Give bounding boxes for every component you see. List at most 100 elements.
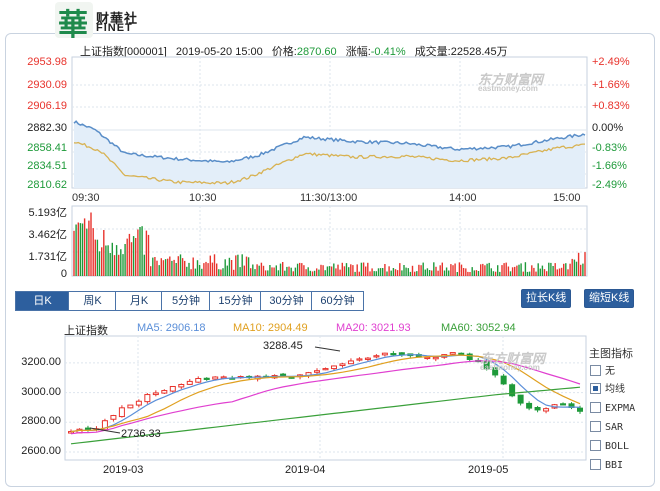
volume-tick-label: 5.193亿 — [28, 207, 67, 219]
pct-tick-label: -0.83% — [592, 142, 627, 154]
candle-body — [466, 353, 473, 360]
kline-y-tick-label: 2600.00 — [21, 445, 61, 457]
price-area — [74, 121, 585, 188]
indicator-label: BOLL — [605, 441, 630, 452]
indicator-label: 均线 — [605, 384, 625, 395]
candle-body — [127, 404, 134, 409]
tab-30min[interactable]: 30分钟 — [260, 291, 313, 311]
watermark-kline-sub: eastmoney.com — [480, 363, 540, 372]
checkbox-icon — [590, 439, 601, 451]
candle-body — [110, 415, 117, 420]
candle-body — [169, 385, 176, 392]
kline-y-tick-label: 2800.00 — [21, 415, 61, 428]
lengthen-kline-button[interactable]: 拉长K线 — [521, 289, 572, 308]
volume-tick-label: 0 — [60, 268, 67, 280]
indicator-label: 无 — [605, 366, 615, 377]
pct-tick-label: +2.49% — [592, 56, 630, 68]
price-tick-label: 2953.98 — [27, 56, 67, 68]
candle-body — [161, 390, 168, 394]
tab-month-k[interactable]: 月K — [115, 291, 163, 311]
candle-body — [195, 378, 202, 383]
candle-body — [330, 365, 337, 370]
time-tick-label: 11:30/13:00 — [300, 192, 358, 204]
ma10-line — [70, 354, 581, 433]
checkbox-icon — [590, 458, 601, 470]
ma5-line — [70, 354, 581, 433]
checkbox-icon — [590, 420, 601, 432]
tab-15min[interactable]: 15分钟 — [209, 291, 262, 311]
kline-high-label: 3288.45 — [263, 340, 303, 352]
indicator-bbi[interactable]: BBI — [590, 458, 624, 472]
time-tick-label: 10:30 — [189, 192, 217, 204]
price-label: 价格: — [271, 46, 297, 58]
indicator-sar[interactable]: SAR — [590, 420, 624, 434]
pct-tick-label: +1.66% — [592, 79, 630, 91]
ma5-legend: MA5: 2906.18 — [137, 322, 206, 334]
indicator-title: 主图指标 — [589, 348, 633, 360]
candle-body — [526, 402, 533, 409]
watermark-intraday-sub: eastmoney.com — [478, 84, 538, 93]
pct-tick-label: 0.00% — [592, 122, 624, 134]
quote-datetime: 2019-05-20 15:00 — [175, 46, 263, 58]
brand-logo-glyph: 華 — [58, 8, 88, 43]
volume-tick-label: 3.462亿 — [28, 229, 67, 241]
time-tick-label: 09:30 — [72, 192, 100, 204]
candle-body — [135, 400, 142, 406]
checkbox-icon — [590, 401, 601, 413]
price-tick-label: 2882.30 — [27, 122, 67, 134]
index-name: 上证指数[000001] — [80, 46, 167, 58]
tab-60min[interactable]: 60分钟 — [311, 291, 364, 311]
indicator-expma[interactable]: EXPMA — [590, 401, 635, 415]
low-pointer — [89, 427, 121, 434]
candle-body — [322, 368, 329, 371]
candle-body — [458, 352, 465, 355]
candle-body — [390, 353, 397, 356]
brand-name-en: FINET — [96, 22, 133, 34]
candle-body — [118, 407, 125, 418]
indicator-boll[interactable]: BOLL — [590, 439, 630, 453]
change-label: 涨幅: — [345, 46, 371, 58]
candle-body — [364, 357, 371, 360]
candle-body — [560, 403, 567, 406]
tab-5min[interactable]: 5分钟 — [161, 291, 211, 311]
candle-body — [186, 380, 193, 385]
change-value: -0.41% — [370, 46, 406, 58]
ma20-line — [70, 360, 581, 435]
price-value: 2870.60 — [296, 46, 337, 58]
indicator-label: SAR — [605, 422, 624, 433]
price-tick-label: 2906.19 — [27, 100, 67, 112]
intraday-header: 上证指数[000001] 2019-05-20 15:00 价格:2870.60… — [80, 43, 514, 59]
candle-body — [449, 352, 456, 355]
candle-body — [212, 376, 219, 380]
watermark-intraday: 东方财富网 — [478, 72, 544, 87]
indicator-ma[interactable]: 均线 — [590, 382, 625, 396]
average-price-line — [73, 141, 585, 186]
checkbox-icon — [590, 364, 601, 376]
high-pointer — [314, 346, 341, 352]
volume-panel — [71, 205, 588, 277]
pct-tick-label: +0.83% — [592, 100, 630, 112]
candle-body — [424, 356, 431, 360]
candle-body — [381, 352, 388, 356]
shorten-kline-button[interactable]: 缩短K线 — [584, 289, 635, 308]
volume-value: 22528.45万 — [450, 46, 508, 58]
price-tick-label: 2810.62 — [27, 179, 67, 191]
kline-x-tick-label: 2019-05 — [468, 464, 509, 476]
tab-week-k[interactable]: 周K — [68, 291, 117, 311]
candle-body — [144, 394, 151, 403]
candle-body — [373, 355, 380, 358]
kline-y-tick-label: 3000.00 — [21, 385, 61, 398]
candle-body — [492, 367, 499, 376]
price-tick-label: 2858.41 — [27, 142, 67, 154]
time-tick-label: 14:00 — [449, 192, 477, 204]
kline-low-label: 2736.33 — [121, 428, 161, 440]
candle-body — [500, 375, 507, 385]
tab-day-k[interactable]: 日K — [15, 291, 70, 311]
candle-body — [517, 394, 524, 404]
candle-body — [178, 384, 185, 388]
indicator-label: BBI — [605, 460, 624, 471]
candle-body — [339, 363, 346, 367]
checkbox-checked-icon — [590, 382, 601, 394]
indicator-none[interactable]: 无 — [590, 364, 615, 378]
